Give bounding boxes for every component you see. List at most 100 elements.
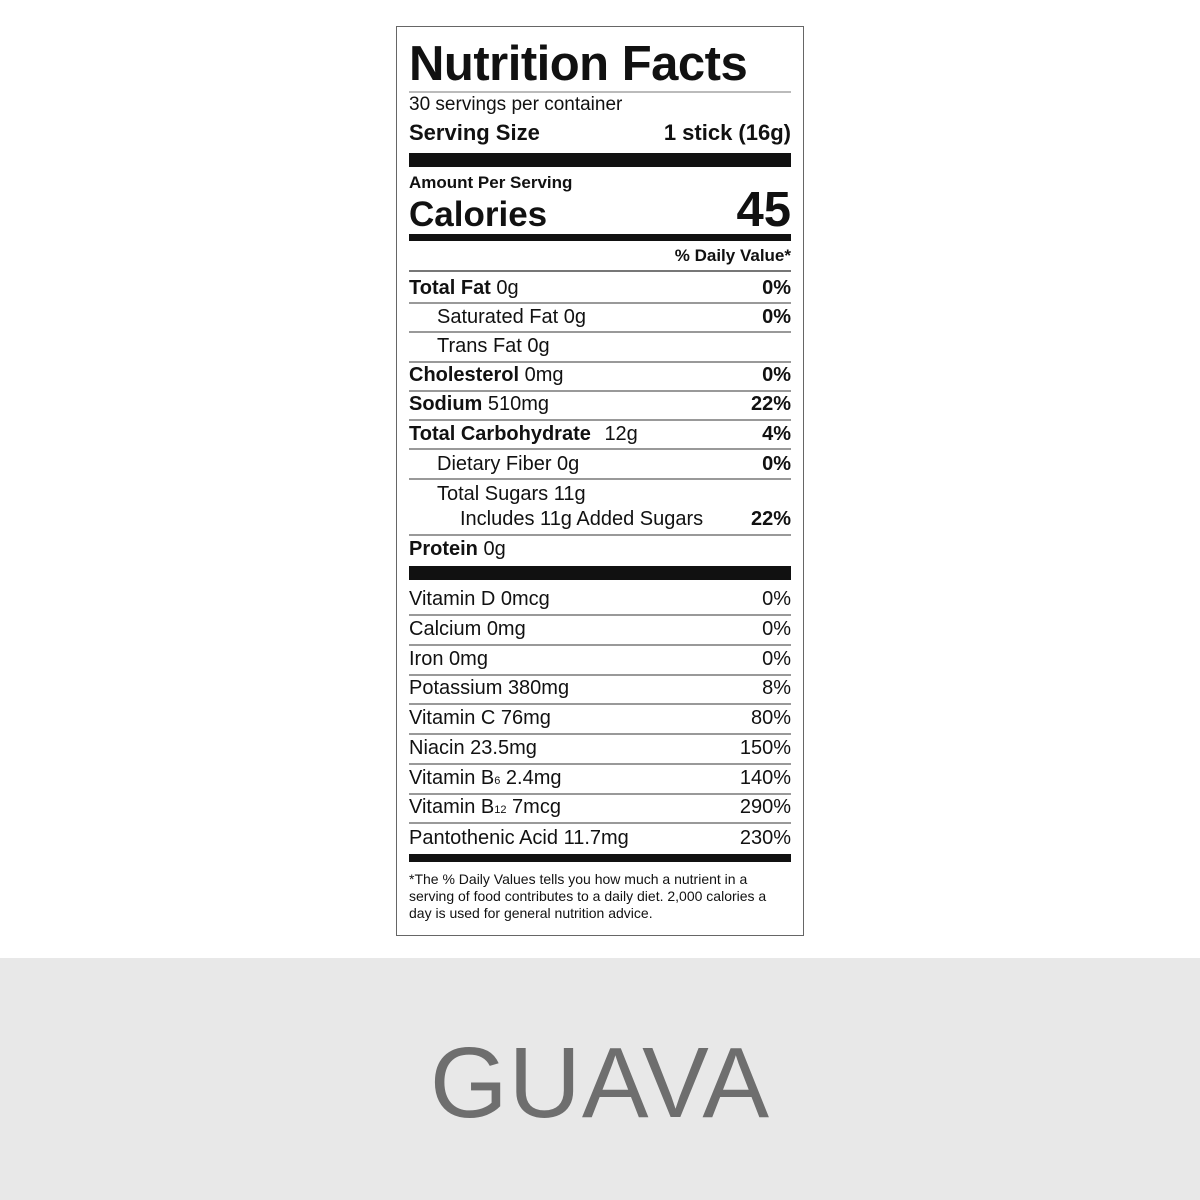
nutrient-name-amount: Includes 11g Added Sugars bbox=[409, 505, 703, 534]
vitamin-name-amount: Vitamin B6 2.4mg bbox=[409, 764, 562, 793]
vitamin-daily-value: 150% bbox=[739, 736, 791, 759]
nutrient-daily-value: 0% bbox=[762, 363, 791, 386]
vitamin-subscript: 12 bbox=[494, 803, 507, 816]
nutrient-daily-value: 22% bbox=[750, 392, 791, 415]
nutrient-amount: 0g bbox=[557, 452, 580, 475]
divider bbox=[409, 91, 791, 93]
nutrient-row: Dietary Fiber 0g 0% bbox=[409, 450, 791, 479]
nutrient-amount: 0g bbox=[527, 334, 550, 357]
nutrient-name-amount: Total Sugars 11g bbox=[409, 480, 586, 509]
calories-label: Calories bbox=[409, 195, 548, 234]
nutrient-daily-value: 0% bbox=[762, 452, 791, 475]
vitamin-row: Vitamin B6 2.4mg 140% bbox=[409, 764, 791, 793]
vitamin-name-amount: Vitamin D 0mcg bbox=[409, 585, 550, 614]
nutrient-name: Includes 11g Added Sugars bbox=[460, 507, 704, 530]
nutrient-amount: 510mg bbox=[487, 392, 550, 415]
nutrient-amount: 0mg bbox=[524, 363, 564, 386]
nutrient-name-amount: Sodium 510mg bbox=[409, 390, 549, 419]
vitamin-amount: 0mcg bbox=[500, 587, 550, 610]
divider bbox=[409, 361, 791, 363]
nutrient-row: Sodium 510mg 22% bbox=[409, 390, 791, 419]
nutrient-row: Saturated Fat 0g 0% bbox=[409, 303, 791, 332]
vitamin-amount: 2.4mg bbox=[505, 766, 562, 789]
nutrient-daily-value: 22% bbox=[750, 507, 791, 530]
amount-per-serving: Amount Per Serving bbox=[409, 173, 573, 192]
vitamin-name: Vitamin C bbox=[409, 706, 496, 729]
nutrient-amount: 0g bbox=[483, 537, 506, 560]
divider bbox=[409, 793, 791, 795]
nutrient-name: Dietary Fiber bbox=[437, 452, 552, 475]
vitamin-daily-value: 0% bbox=[762, 647, 791, 670]
nutrient-name: Total Sugars bbox=[437, 482, 549, 505]
divider bbox=[409, 822, 791, 824]
nutrient-daily-value: 0% bbox=[762, 276, 791, 299]
vitamin-name: Iron bbox=[409, 647, 444, 670]
vitamin-name-amount: Vitamin C 76mg bbox=[409, 704, 551, 733]
nutrient-name: Trans Fat bbox=[437, 334, 522, 357]
serving-size-row: Serving Size 1 stick (16g) bbox=[409, 119, 791, 147]
nutrient-name: Sodium bbox=[409, 392, 483, 415]
vitamin-row: Vitamin B12 7mcg 290% bbox=[409, 793, 791, 822]
nutrient-row: Trans Fat 0g bbox=[409, 332, 791, 361]
nutrient-amount: 12g bbox=[604, 422, 638, 445]
vitamin-name: Calcium bbox=[409, 617, 482, 640]
nutrient-name-amount: Saturated Fat 0g bbox=[409, 303, 586, 332]
vitamin-daily-value: 140% bbox=[739, 766, 791, 789]
divider bbox=[409, 331, 791, 333]
calories-row: Calories 45 bbox=[409, 185, 791, 235]
vitamin-name-amount: Niacin 23.5mg bbox=[409, 734, 537, 763]
serving-size-value: 1 stick (16g) bbox=[663, 120, 791, 145]
daily-value-header: % Daily Value* bbox=[674, 246, 791, 265]
vitamin-daily-value: 290% bbox=[739, 795, 791, 818]
vitamin-name: Potassium bbox=[409, 676, 503, 699]
vitamin-name: Pantothenic Acid bbox=[409, 826, 558, 849]
vitamin-daily-value: 80% bbox=[750, 706, 791, 729]
divider bbox=[409, 644, 791, 646]
nutrient-name-amount: Dietary Fiber 0g bbox=[409, 450, 579, 479]
nutrient-name: Saturated Fat bbox=[437, 305, 559, 328]
divider bbox=[409, 390, 791, 392]
vitamin-row: Vitamin D 0mcg 0% bbox=[409, 585, 791, 614]
vitamin-name: Vitamin B bbox=[409, 795, 495, 818]
vitamin-name-amount: Calcium 0mg bbox=[409, 615, 526, 644]
servings-count: 30 bbox=[409, 94, 431, 115]
footnote: *The % Daily Values tells you how much a… bbox=[409, 871, 767, 921]
vitamin-amount: 11.7mg bbox=[563, 826, 629, 849]
vitamin-row: Calcium 0mg 0% bbox=[409, 615, 791, 644]
vitamin-row: Niacin 23.5mg 150% bbox=[409, 734, 791, 763]
nutrient-name-amount: Protein 0g bbox=[409, 535, 506, 564]
thick-bar bbox=[409, 153, 791, 167]
vitamin-name: Vitamin B bbox=[409, 766, 495, 789]
label-title: Nutrition Facts bbox=[409, 37, 748, 91]
nutrient-amount: 0g bbox=[496, 276, 519, 299]
nutrition-facts-label: Nutrition Facts 30 servings per containe… bbox=[396, 26, 804, 936]
vitamin-daily-value: 8% bbox=[762, 676, 791, 699]
medium-bar bbox=[409, 234, 791, 241]
nutrient-row: Includes 11g Added Sugars 22% bbox=[409, 505, 791, 534]
flavor-band bbox=[0, 958, 1200, 1200]
nutrient-row: Cholesterol 0mg 0% bbox=[409, 361, 791, 390]
nutrient-name: Total Carbohydrate bbox=[409, 422, 591, 445]
nutrient-amount: 0g bbox=[563, 305, 586, 328]
vitamin-daily-value: 230% bbox=[739, 826, 791, 849]
vitamin-row: Iron 0mg 0% bbox=[409, 645, 791, 674]
vitamin-amount: 23.5mg bbox=[470, 736, 537, 759]
divider bbox=[409, 763, 791, 765]
nutrient-name: Protein bbox=[409, 537, 478, 560]
divider bbox=[409, 733, 791, 735]
nutrient-name-amount: Trans Fat 0g bbox=[409, 332, 550, 361]
nutrient-daily-value: 4% bbox=[762, 422, 791, 445]
vitamin-name-amount: Pantothenic Acid 11.7mg bbox=[409, 824, 629, 853]
nutrient-name-amount: Total Fat 0g bbox=[409, 274, 519, 303]
divider bbox=[409, 534, 791, 536]
divider bbox=[409, 478, 791, 480]
divider bbox=[409, 419, 791, 421]
nutrient-row: Total Fat 0g 0% bbox=[409, 274, 791, 303]
vitamin-amount: 7mcg bbox=[512, 795, 561, 818]
vitamin-amount: 0mg bbox=[486, 617, 526, 640]
flavor-name: GUAVA bbox=[429, 1027, 771, 1139]
nutrient-row: Total Carbohydrate 12g 4% bbox=[409, 420, 791, 449]
vitamin-name: Niacin bbox=[409, 736, 465, 759]
divider bbox=[409, 270, 791, 272]
nutrient-name: Total Fat bbox=[409, 276, 491, 299]
